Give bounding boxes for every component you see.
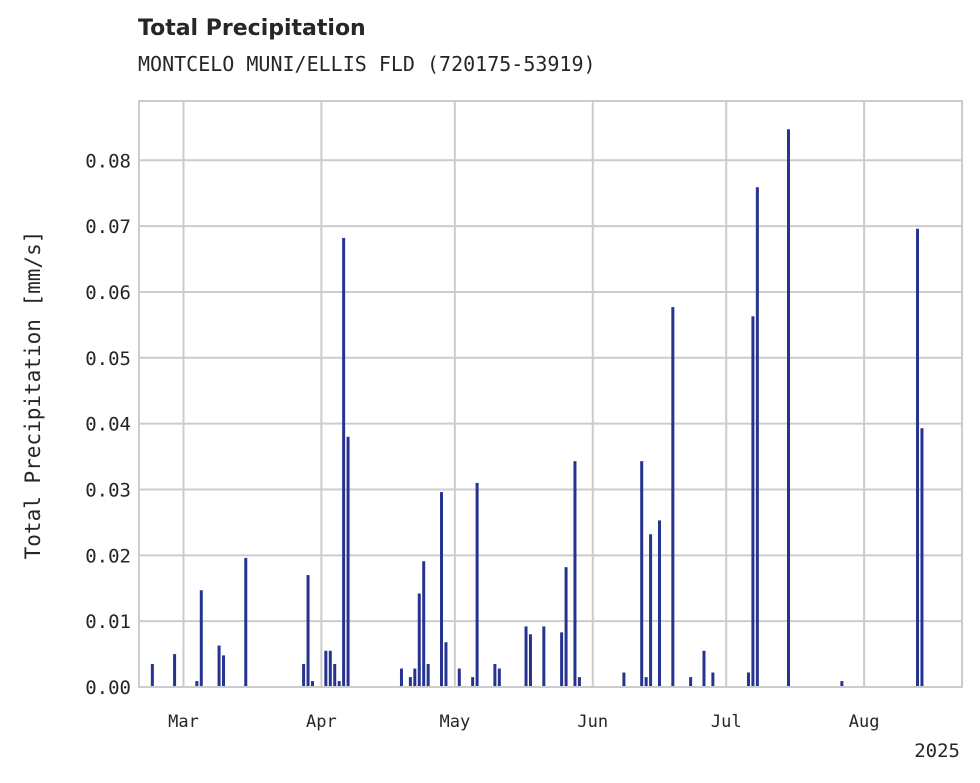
precipitation-bar <box>342 237 346 687</box>
precipitation-bar <box>440 492 444 687</box>
precipitation-bar <box>524 626 528 687</box>
precipitation-bar <box>528 634 532 687</box>
precipitation-bar <box>426 663 430 687</box>
precipitation-bar <box>150 663 154 687</box>
y-tick-labels: 0.00 0.01 0.02 0.03 0.04 0.05 0.06 0.07 0.08 <box>85 150 131 699</box>
precipitation-bar <box>306 575 310 687</box>
y-tick-label: 0.06 <box>85 282 131 304</box>
precipitation-bar <box>711 672 715 687</box>
y-tick-label: 0.07 <box>85 216 131 238</box>
x-tick-label: Aug <box>849 712 880 732</box>
y-tick-label: 0.05 <box>85 348 131 370</box>
precipitation-bar <box>644 677 648 687</box>
x-tick-label: May <box>439 712 470 732</box>
y-tick-label: 0.00 <box>85 677 131 699</box>
chart-title: Total Precipitation <box>138 16 366 41</box>
precipitation-bar <box>573 461 577 687</box>
x-tick-label: Mar <box>168 712 199 732</box>
precipitation-bar <box>577 677 581 687</box>
precipitation-bar <box>222 655 226 687</box>
precipitation-bar <box>755 187 759 687</box>
precipitation-bar <box>622 672 626 687</box>
precipitation-bar <box>493 663 497 687</box>
precipitation-bar <box>497 668 501 687</box>
precipitation-bar <box>702 650 706 687</box>
plot-frame <box>138 100 963 688</box>
precipitation-bar <box>920 428 924 687</box>
precipitation-bar <box>413 668 417 687</box>
precipitation-bar <box>302 663 306 687</box>
precipitation-bar <box>542 626 546 687</box>
bar-series <box>150 129 924 687</box>
precipitation-bar <box>787 129 791 687</box>
precipitation-bar <box>689 677 693 687</box>
precipitation-bar <box>564 567 568 687</box>
precipitation-bar <box>199 590 203 687</box>
precipitation-bar <box>333 663 337 687</box>
precipitation-bar <box>475 482 479 687</box>
precipitation-bar <box>657 520 661 687</box>
precipitation-bar <box>337 681 341 687</box>
precipitation-bar <box>328 650 332 687</box>
precipitation-bar <box>457 668 461 687</box>
precipitation-bar <box>244 557 248 687</box>
precipitation-bar <box>310 681 314 687</box>
y-tick-label: 0.03 <box>85 479 131 501</box>
precipitation-bar <box>746 672 750 687</box>
precipitation-bar <box>324 650 328 687</box>
chart-subtitle: MONTCELO MUNI/ELLIS FLD (720175-53919) <box>138 52 596 76</box>
precipitation-bar <box>560 632 564 687</box>
x-tick-label: Jun <box>577 712 608 732</box>
precipitation-bar <box>640 461 644 687</box>
precipitation-bar <box>417 593 421 687</box>
precipitation-bar <box>173 654 177 687</box>
precipitation-bar <box>195 681 199 687</box>
y-tick-label: 0.01 <box>85 611 131 633</box>
precipitation-bar <box>471 677 475 687</box>
precipitation-bar <box>399 668 403 687</box>
precipitation-bar <box>422 561 426 687</box>
precipitation-bar <box>346 436 350 687</box>
precipitation-bar <box>916 228 920 687</box>
precipitation-bar <box>751 316 755 687</box>
y-tick-label: 0.02 <box>85 545 131 567</box>
precipitation-bar <box>444 642 448 687</box>
x-tick-labels: Mar Apr May Jun Jul Aug <box>168 712 879 732</box>
x-axis-year-label: 2025 <box>914 740 960 762</box>
precipitation-bar <box>649 534 653 687</box>
precipitation-bar <box>671 307 675 687</box>
precipitation-bar <box>840 681 844 687</box>
x-tick-label: Apr <box>306 712 337 732</box>
x-tick-label: Jul <box>711 712 742 732</box>
y-tick-label: 0.08 <box>85 150 131 172</box>
precipitation-bar <box>408 677 412 687</box>
precipitation-bar <box>217 645 221 687</box>
grid-lines <box>139 101 962 688</box>
y-tick-label: 0.04 <box>85 414 131 436</box>
y-axis-label: Total Precipitation [mm/s] <box>21 231 45 560</box>
